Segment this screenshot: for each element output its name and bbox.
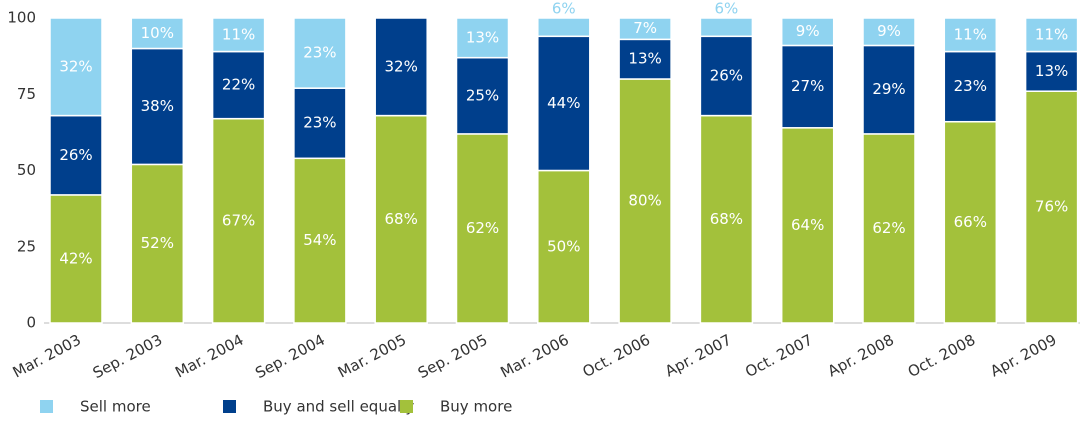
value-label: 7% bbox=[633, 19, 657, 37]
bar-segment bbox=[618, 78, 672, 324]
value-label: 42% bbox=[59, 249, 92, 267]
y-tick-label: 75 bbox=[17, 85, 36, 103]
value-label: 32% bbox=[59, 57, 92, 75]
x-tick-label: Mar. 2005 bbox=[335, 331, 409, 382]
value-label: 23% bbox=[303, 114, 336, 132]
y-tick-label: 25 bbox=[17, 237, 36, 255]
bar-segment bbox=[699, 114, 754, 324]
legend-swatch bbox=[400, 400, 413, 413]
bar-segment bbox=[618, 17, 672, 41]
value-label: 62% bbox=[466, 219, 499, 237]
x-tick-label: Oct. 2008 bbox=[905, 331, 978, 381]
x-tick-label: Mar. 2003 bbox=[10, 331, 84, 382]
value-label: 54% bbox=[303, 231, 336, 249]
x-tick-label: Sep. 2005 bbox=[415, 331, 491, 383]
legend-swatch bbox=[223, 400, 236, 413]
x-tick-label: Sep. 2004 bbox=[252, 331, 328, 383]
bar-segment bbox=[293, 87, 347, 160]
value-label: 64% bbox=[791, 216, 824, 234]
value-label: 29% bbox=[872, 80, 905, 98]
value-label: 23% bbox=[303, 44, 336, 62]
bar-segment bbox=[1024, 50, 1079, 92]
value-label: 23% bbox=[954, 77, 987, 95]
bar-segment bbox=[130, 47, 185, 166]
value-label: 26% bbox=[710, 66, 743, 84]
value-label: 11% bbox=[1035, 25, 1068, 43]
bar-segment bbox=[943, 50, 998, 123]
x-tick-label: Apr. 2007 bbox=[662, 331, 734, 381]
value-label: 68% bbox=[710, 210, 743, 228]
value-label: 68% bbox=[385, 210, 418, 228]
value-label: 11% bbox=[222, 25, 255, 43]
bar-segment bbox=[49, 17, 103, 117]
bar-segment bbox=[293, 157, 347, 324]
x-tick-label: Oct. 2006 bbox=[580, 331, 653, 381]
value-label: 25% bbox=[466, 86, 499, 104]
bar-segment bbox=[1024, 90, 1079, 324]
x-tick-label: Oct. 2007 bbox=[742, 331, 815, 381]
x-tick-label: Apr. 2008 bbox=[825, 331, 897, 381]
bar-segment bbox=[49, 194, 103, 324]
value-label: 22% bbox=[222, 76, 255, 94]
bar-segment bbox=[211, 50, 266, 120]
value-label: 32% bbox=[385, 57, 418, 75]
legend-label: Buy and sell equally bbox=[263, 398, 414, 416]
bar-segment bbox=[780, 127, 835, 324]
value-label: 9% bbox=[796, 22, 820, 40]
value-label: 9% bbox=[877, 22, 901, 40]
value-label: 66% bbox=[954, 213, 987, 231]
value-label: 44% bbox=[547, 94, 580, 112]
bar-segment bbox=[293, 17, 347, 89]
x-tick-label: Apr. 2009 bbox=[987, 331, 1059, 381]
bar-segment bbox=[862, 44, 916, 135]
value-label: 80% bbox=[628, 192, 661, 210]
bar-segment bbox=[211, 17, 266, 53]
bar-segment bbox=[374, 17, 428, 117]
value-label: 76% bbox=[1035, 198, 1068, 216]
bar-segment bbox=[455, 133, 510, 324]
x-tick-label: Mar. 2004 bbox=[172, 331, 246, 382]
value-label: 52% bbox=[141, 234, 174, 252]
bar-segment bbox=[537, 17, 591, 38]
bar-segment bbox=[780, 44, 835, 129]
y-tick-label: 0 bbox=[26, 314, 36, 332]
value-label: 13% bbox=[1035, 62, 1068, 80]
bar-segment bbox=[211, 117, 266, 324]
bar-segment bbox=[374, 114, 428, 324]
legend-swatch bbox=[40, 400, 53, 413]
value-label: 27% bbox=[791, 77, 824, 95]
bar-segment bbox=[130, 17, 185, 50]
bar-segment bbox=[780, 17, 835, 47]
bar-segment bbox=[862, 133, 916, 324]
bar-segment bbox=[943, 17, 998, 53]
value-label: 10% bbox=[141, 24, 174, 42]
bar-segment bbox=[699, 35, 754, 117]
bar-segment bbox=[862, 17, 916, 47]
bar-segment bbox=[537, 35, 591, 172]
y-tick-label: 100 bbox=[7, 9, 36, 27]
bar-segment bbox=[455, 56, 510, 135]
value-label: 6% bbox=[715, 0, 739, 18]
value-label: 38% bbox=[141, 97, 174, 115]
value-label: 62% bbox=[872, 219, 905, 237]
y-tick-label: 50 bbox=[17, 161, 36, 179]
value-label: 13% bbox=[466, 28, 499, 46]
bar-segment bbox=[618, 38, 672, 80]
value-label: 13% bbox=[628, 50, 661, 68]
x-tick-label: Mar. 2006 bbox=[497, 331, 571, 382]
value-label: 11% bbox=[954, 25, 987, 43]
bar-segment bbox=[1024, 17, 1079, 53]
value-label: 6% bbox=[552, 0, 576, 18]
bar-segment bbox=[455, 17, 510, 59]
x-tick-label: Sep. 2003 bbox=[90, 331, 166, 383]
bar-segment bbox=[699, 17, 754, 38]
legend-label: Sell more bbox=[80, 398, 151, 416]
value-label: 50% bbox=[547, 237, 580, 255]
value-label: 26% bbox=[59, 146, 92, 164]
bar-segment bbox=[49, 114, 103, 196]
value-label: 67% bbox=[222, 211, 255, 229]
legend-label: Buy more bbox=[440, 398, 512, 416]
